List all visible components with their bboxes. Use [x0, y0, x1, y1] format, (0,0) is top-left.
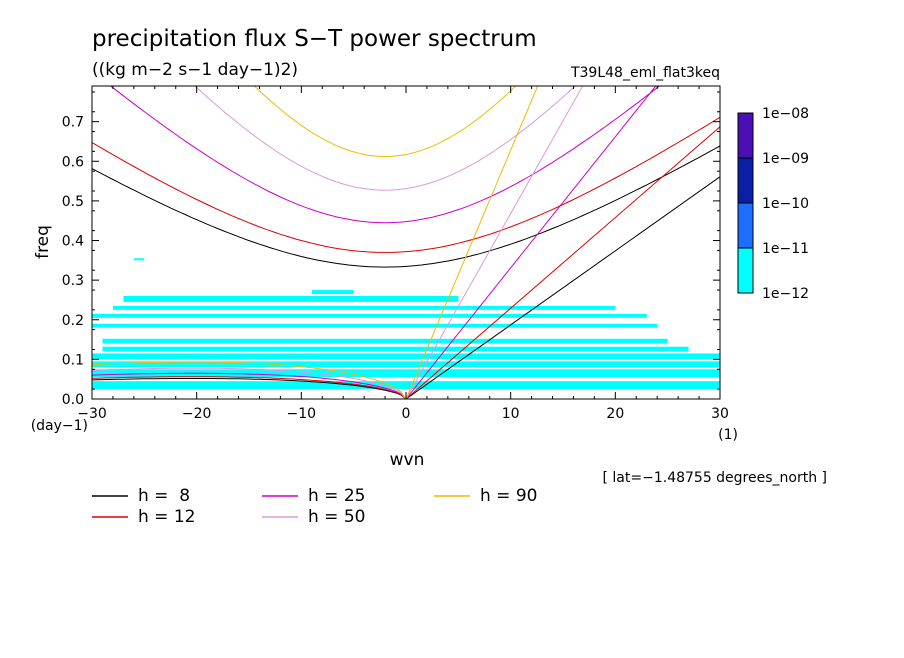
dataset-label: T39L48_eml_flat3keq — [570, 65, 720, 81]
x-tick-label: 10 — [502, 406, 520, 422]
colorbar-level-label: 1e−09 — [762, 151, 809, 167]
y-tick-label: 0.5 — [62, 194, 84, 210]
x-tick-label: 0 — [402, 406, 411, 422]
power-region — [123, 295, 459, 302]
kelvin-wave-curve — [405, 86, 584, 399]
colorbar-level-label: 1e−08 — [762, 106, 809, 122]
mixed-rossby-gravity-curve — [92, 372, 407, 399]
power-region — [102, 346, 689, 352]
power-region — [92, 313, 647, 318]
x-tick-label: −30 — [77, 406, 107, 422]
y-tick-label: 0.3 — [62, 273, 84, 289]
colorbar-swatch — [737, 247, 754, 294]
inertia-gravity-curve — [253, 86, 517, 158]
colorbar-swatch — [737, 202, 754, 249]
power-region — [92, 353, 720, 360]
x-tick-label: −10 — [287, 406, 317, 422]
power-region — [311, 290, 354, 295]
dispersion-curves — [92, 86, 720, 399]
colorbar-swatch — [737, 157, 754, 204]
y-unit-label: (day−1) — [31, 418, 88, 434]
power-region — [92, 381, 720, 390]
axis-ticks: −30 −20 −10 0 10 20 30 0.0 0.1 0.2 0.3 0.4 0.5 0.6 0.7 — [62, 86, 729, 422]
power-region — [92, 369, 720, 378]
legend-label: h = 8 — [138, 486, 190, 506]
colorbar-swatch — [737, 112, 754, 159]
kelvin-wave-curve — [405, 86, 657, 399]
power-contours — [92, 258, 720, 390]
chart-title: precipitation flux S−T power spectrum — [92, 26, 537, 52]
inertia-gravity-curve — [109, 86, 661, 224]
legend-label: h = 50 — [308, 507, 365, 527]
y-tick-label: 0.6 — [62, 154, 84, 170]
legend: h = 8h = 12 h = 25h = 50 h = 90 — [92, 486, 537, 527]
mixed-rossby-gravity-curve — [92, 378, 407, 399]
y-tick-label: 0.1 — [62, 352, 84, 368]
x-tick-label: 20 — [606, 406, 624, 422]
y-tick-label: 0.0 — [62, 392, 84, 408]
colorbar: 1e−08 1e−09 1e−10 1e−11 1e−12 — [737, 106, 809, 302]
kelvin-wave-curve — [405, 176, 720, 399]
power-region — [133, 258, 145, 261]
mixed-rossby-gravity-curve — [92, 367, 407, 399]
legend-label: h = 25 — [308, 486, 365, 506]
colorbar-level-label: 1e−10 — [762, 196, 809, 212]
y-tick-label: 0.7 — [62, 115, 84, 131]
kelvin-wave-curve — [405, 86, 539, 399]
kelvin-wave-curve — [405, 126, 720, 399]
chart-subtitle: ((kg m−2 s−1 day−1)2) — [92, 60, 298, 80]
x-axis-label: wvn — [390, 450, 425, 470]
colorbar-level-label: 1e−11 — [762, 241, 809, 257]
power-region — [112, 305, 616, 310]
latitude-annotation: [ lat=−1.48755 degrees_north ] — [603, 470, 828, 486]
mixed-rossby-gravity-curve — [92, 376, 407, 399]
mixed-rossby-gravity-curve — [92, 361, 407, 399]
x-unit-label: (1) — [718, 427, 738, 443]
inertia-gravity-curve — [92, 116, 720, 253]
colorbar-level-label: 1e−12 — [762, 286, 809, 302]
legend-label: h = 90 — [480, 486, 537, 506]
legend-label: h = 12 — [138, 507, 195, 527]
y-tick-label: 0.2 — [62, 313, 84, 329]
y-axis-label: freq — [33, 225, 53, 259]
x-tick-label: −20 — [182, 406, 212, 422]
power-region — [92, 323, 658, 328]
power-region — [92, 361, 720, 368]
x-tick-label: 30 — [711, 406, 729, 422]
y-tick-label: 0.4 — [62, 234, 84, 250]
power-region — [102, 338, 668, 344]
inertia-gravity-curve — [92, 145, 720, 268]
plot-frame — [91, 85, 721, 400]
